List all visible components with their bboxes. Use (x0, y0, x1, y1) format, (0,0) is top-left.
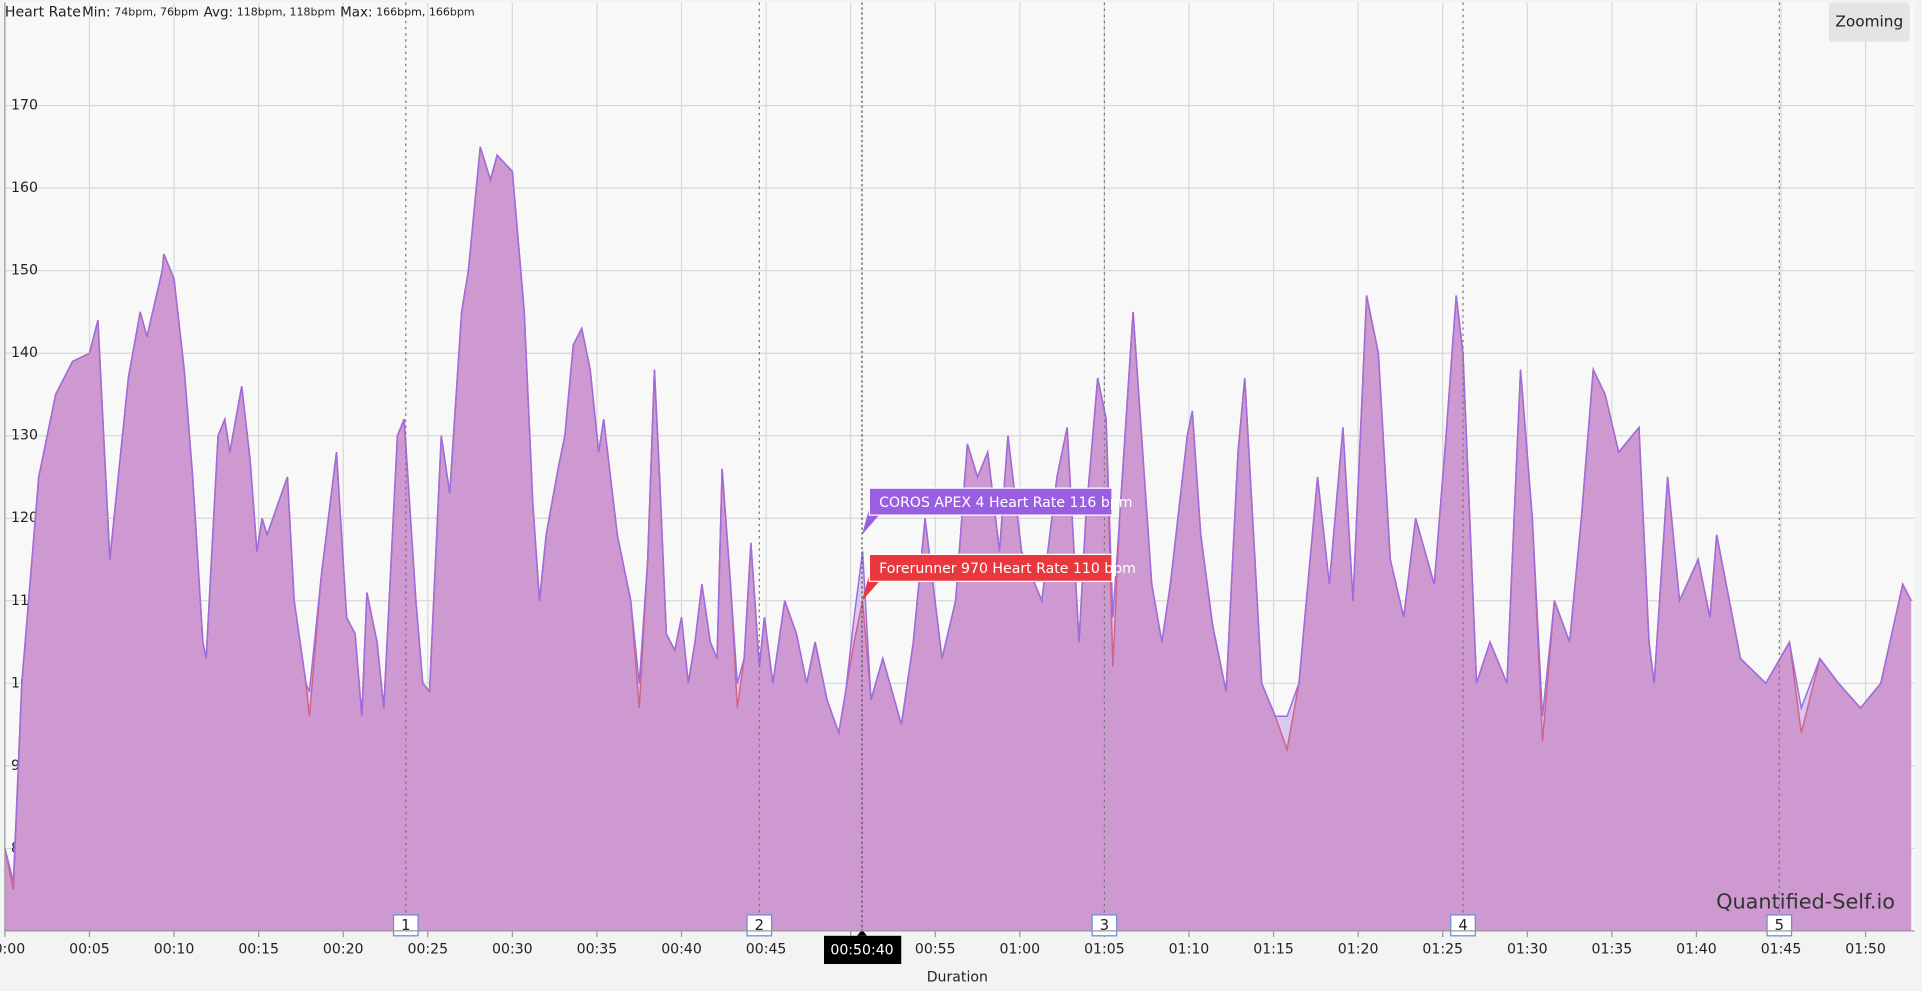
x-tick-label: 00:40 (661, 941, 702, 957)
lap-label: 2 (755, 917, 764, 934)
x-axis-title: Duration (927, 970, 988, 986)
x-tick-label: 01:40 (1676, 941, 1717, 957)
cursor-pointer (857, 929, 867, 936)
stats: Min: 74bpm, 76bpm Avg: 118bpm, 118bpm Max: 16… (82, 4, 475, 20)
series-line (4, 146, 1912, 882)
tooltip-text: COROS APEX 4 Heart Rate 116 bpm (879, 495, 1132, 511)
x-tick-label: 01:30 (1507, 941, 1548, 957)
x-tick-label: 00:30 (492, 941, 533, 957)
series-area (4, 146, 1912, 931)
watermark: Quantified-Self.io (1716, 890, 1895, 914)
x-tick-label: 01:35 (1592, 941, 1633, 957)
x-tick-label: 00:00 (0, 941, 25, 957)
y-tick-label: 120 (11, 510, 38, 526)
x-tick-label: 00:35 (577, 941, 618, 957)
y-tick-label: 130 (11, 428, 38, 444)
cursor-label-bg (824, 935, 902, 965)
x-tick-label: 00:10 (154, 941, 195, 957)
stat-value: 118bpm, 118bpm (237, 5, 335, 18)
lap-label: 4 (1458, 917, 1467, 934)
cursor-label: 00:50:40 (830, 943, 893, 959)
zoom-button[interactable] (1828, 2, 1910, 42)
tooltip-bg (868, 553, 1113, 582)
stat-label: Max: (340, 4, 372, 20)
series-area (4, 146, 1912, 931)
lap-label: 5 (1775, 917, 1784, 934)
x-tick-label: 01:10 (1169, 941, 1210, 957)
x-tick-label: 01:50 (1845, 941, 1886, 957)
x-tick-label: 00:20 (323, 941, 364, 957)
y-tick-label: 150 (11, 263, 38, 279)
chart-title: Heart Rate (5, 4, 81, 20)
x-tick-label: 00:55 (915, 941, 956, 957)
lap-label: 1 (401, 917, 410, 934)
x-tick-label: 01:20 (1338, 941, 1379, 957)
zoom-button-label[interactable]: Zooming (1835, 13, 1903, 31)
y-tick-label: 170 (11, 98, 38, 114)
x-tick-label: 01:45 (1761, 941, 1802, 957)
stats-text: Min: 74bpm, 76bpm Avg: 118bpm, 118bpm Max: 16… (82, 4, 475, 20)
stat-label: Min: (82, 4, 110, 20)
x-tick-label: 00:05 (69, 941, 110, 957)
x-tick-label: 01:15 (1253, 941, 1294, 957)
stat-value: 74bpm, 76bpm (114, 5, 198, 18)
x-tick-label: 01:00 (1000, 941, 1041, 957)
x-tick-label: 00:45 (746, 941, 787, 957)
stat-label: Avg: (204, 4, 233, 20)
lap-label: 3 (1100, 917, 1109, 934)
tooltip-text: Forerunner 970 Heart Rate 110 bpm (879, 561, 1136, 577)
y-tick-label: 140 (11, 345, 38, 361)
y-tick-label: 160 (11, 180, 38, 196)
x-tick-label: 00:15 (238, 941, 279, 957)
x-tick-label: 01:05 (1084, 941, 1125, 957)
areas (4, 146, 1912, 931)
tooltip-bg (868, 487, 1113, 516)
stat-value: 166bpm, 166bpm (376, 5, 474, 18)
x-tick-label: 01:25 (1422, 941, 1463, 957)
x-tick-label: 00:25 (407, 941, 448, 957)
